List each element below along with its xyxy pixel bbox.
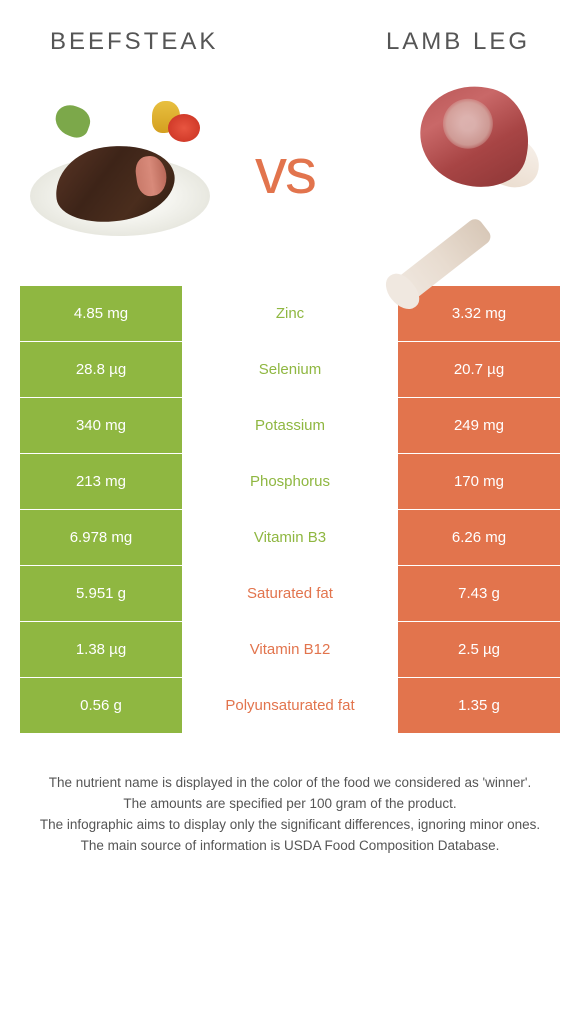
left-value-cell: 28.8 µg [20, 342, 182, 397]
table-row: 1.38 µgVitamin B122.5 µg [20, 622, 560, 678]
nutrient-name-cell: Polyunsaturated fat [182, 678, 398, 733]
right-value-cell: 249 mg [398, 398, 560, 453]
table-row: 28.8 µgSelenium20.7 µg [20, 342, 560, 398]
left-food-title: Beefsteak [50, 28, 218, 56]
footnote-line: The amounts are specified per 100 gram o… [30, 795, 550, 814]
images-row: vs [0, 66, 580, 286]
left-value-cell: 5.951 g [20, 566, 182, 621]
nutrient-name-cell: Vitamin B3 [182, 510, 398, 565]
left-value-cell: 213 mg [20, 454, 182, 509]
nutrient-name-cell: Zinc [182, 286, 398, 341]
left-value-cell: 1.38 µg [20, 622, 182, 677]
nutrient-name-cell: Selenium [182, 342, 398, 397]
footnote-line: The nutrient name is displayed in the co… [30, 774, 550, 793]
titles-row: Beefsteak Lamb leg [0, 0, 580, 66]
footnote-line: The main source of information is USDA F… [30, 837, 550, 856]
table-row: 5.951 gSaturated fat7.43 g [20, 566, 560, 622]
table-row: 340 mgPotassium249 mg [20, 398, 560, 454]
nutrient-name-cell: Vitamin B12 [182, 622, 398, 677]
right-value-cell: 2.5 µg [398, 622, 560, 677]
right-value-cell: 170 mg [398, 454, 560, 509]
table-row: 6.978 mgVitamin B36.26 mg [20, 510, 560, 566]
nutrient-table: 4.85 mgZinc3.32 mg28.8 µgSelenium20.7 µg… [20, 286, 560, 734]
right-value-cell: 1.35 g [398, 678, 560, 733]
right-food-title: Lamb leg [386, 28, 530, 56]
beefsteak-image [20, 91, 220, 251]
footnotes: The nutrient name is displayed in the co… [0, 734, 580, 856]
vs-label: vs [255, 134, 315, 208]
left-value-cell: 6.978 mg [20, 510, 182, 565]
right-value-cell: 3.32 mg [398, 286, 560, 341]
left-value-cell: 340 mg [20, 398, 182, 453]
right-value-cell: 20.7 µg [398, 342, 560, 397]
nutrient-name-cell: Potassium [182, 398, 398, 453]
right-value-cell: 7.43 g [398, 566, 560, 621]
nutrient-name-cell: Saturated fat [182, 566, 398, 621]
table-row: 213 mgPhosphorus170 mg [20, 454, 560, 510]
left-value-cell: 4.85 mg [20, 286, 182, 341]
table-row: 0.56 gPolyunsaturated fat1.35 g [20, 678, 560, 734]
right-value-cell: 6.26 mg [398, 510, 560, 565]
lamb-leg-image [350, 91, 550, 251]
nutrient-name-cell: Phosphorus [182, 454, 398, 509]
table-row: 4.85 mgZinc3.32 mg [20, 286, 560, 342]
footnote-line: The infographic aims to display only the… [30, 816, 550, 835]
left-value-cell: 0.56 g [20, 678, 182, 733]
